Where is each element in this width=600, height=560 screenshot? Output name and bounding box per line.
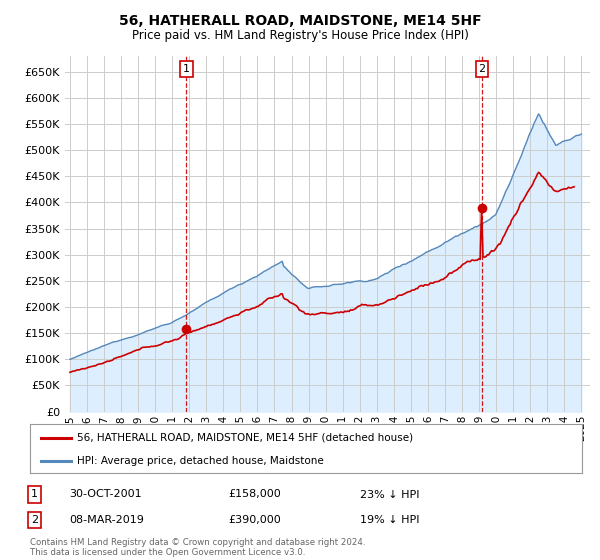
Text: 2: 2 <box>479 64 485 74</box>
Text: £390,000: £390,000 <box>228 515 281 525</box>
Text: 08-MAR-2019: 08-MAR-2019 <box>69 515 144 525</box>
Text: Price paid vs. HM Land Registry's House Price Index (HPI): Price paid vs. HM Land Registry's House … <box>131 29 469 42</box>
Text: 23% ↓ HPI: 23% ↓ HPI <box>360 489 419 500</box>
Text: £158,000: £158,000 <box>228 489 281 500</box>
Text: Contains HM Land Registry data © Crown copyright and database right 2024.
This d: Contains HM Land Registry data © Crown c… <box>30 538 365 557</box>
Text: 1: 1 <box>183 64 190 74</box>
Text: 19% ↓ HPI: 19% ↓ HPI <box>360 515 419 525</box>
Text: 2: 2 <box>31 515 38 525</box>
Text: 56, HATHERALL ROAD, MAIDSTONE, ME14 5HF (detached house): 56, HATHERALL ROAD, MAIDSTONE, ME14 5HF … <box>77 433 413 443</box>
Text: 30-OCT-2001: 30-OCT-2001 <box>69 489 142 500</box>
Text: 1: 1 <box>31 489 38 500</box>
Text: HPI: Average price, detached house, Maidstone: HPI: Average price, detached house, Maid… <box>77 456 323 466</box>
Text: 56, HATHERALL ROAD, MAIDSTONE, ME14 5HF: 56, HATHERALL ROAD, MAIDSTONE, ME14 5HF <box>119 14 481 28</box>
